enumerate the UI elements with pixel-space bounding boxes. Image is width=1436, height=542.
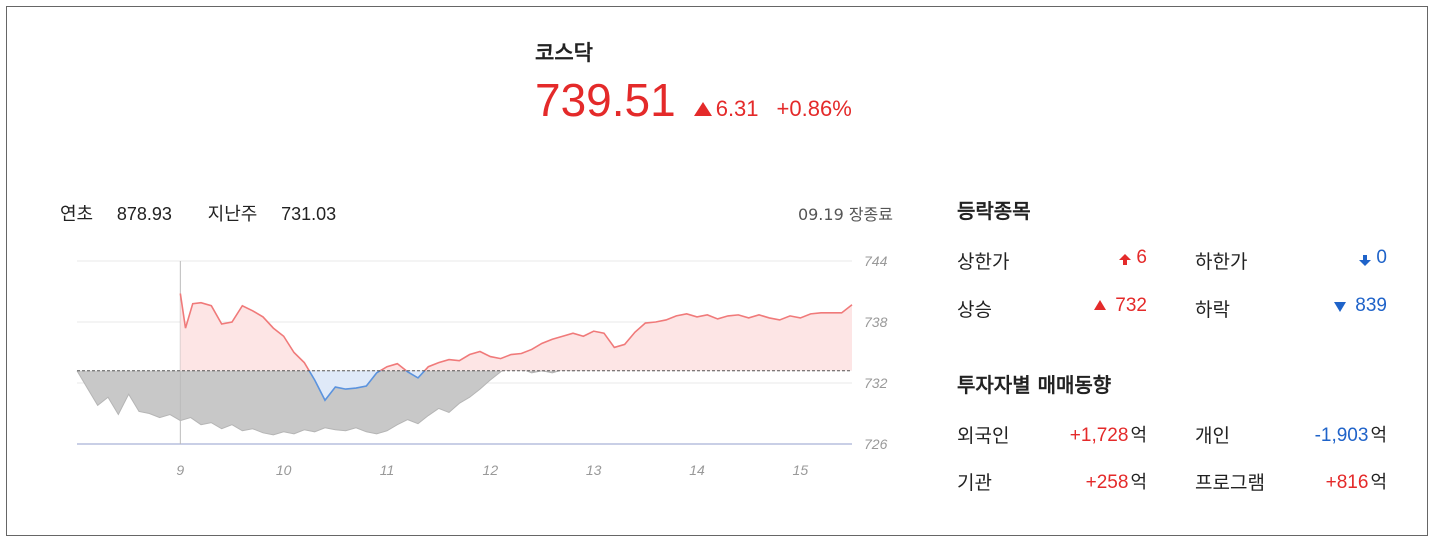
x-tick-label: 14 — [689, 462, 705, 478]
institution-value: +258 — [1085, 472, 1129, 493]
today-area-down — [309, 370, 425, 401]
foreign-label: 외국인 — [957, 425, 1010, 447]
lower-limit-value: 0 — [1376, 247, 1387, 268]
triangle-up-icon — [1094, 300, 1107, 310]
upper-limit-count[interactable]: 6 — [1119, 247, 1147, 269]
reference-values: 연초 878.93 지난주 731.03 — [60, 200, 336, 226]
market-breadth-panel: 등락종목 상한가 6 하한가 0 상승 732 하락 839 — [957, 195, 1387, 494]
program-amount: +816 억 — [1326, 468, 1387, 494]
updown-title: 등락종목 — [957, 199, 1031, 223]
x-tick-label: 11 — [380, 462, 395, 478]
triangle-down-icon — [1334, 302, 1347, 312]
today-area-up — [180, 293, 852, 371]
unit-label: 억 — [1130, 472, 1147, 493]
x-tick-label: 15 — [793, 462, 809, 478]
today-line-up — [179, 293, 853, 371]
x-tick-label: 10 — [276, 462, 292, 478]
market-status: 09.19 장종료 — [797, 205, 893, 224]
ytd-label: 연초 — [60, 204, 94, 225]
fall-count[interactable]: 839 — [1334, 295, 1387, 317]
institution-label: 기관 — [957, 472, 992, 494]
ytd-value: 878.93 — [116, 204, 172, 224]
arrow-up-icon — [1119, 254, 1132, 265]
foreign-value: +1,728 — [1069, 425, 1129, 446]
last-week-value: 731.03 — [281, 204, 337, 224]
intraday-chart[interactable]: 744 738 732 726 9 10 11 12 13 14 15 — [67, 245, 907, 489]
index-widget: 코스닥 739.51 6.31 +0.86% 연초 878.93 지난주 731… — [6, 6, 1428, 536]
foreign-amount: +1,728 억 — [1070, 421, 1147, 447]
y-tick-label: 732 — [864, 375, 888, 391]
previous-day-area — [77, 364, 594, 435]
price-row: 739.51 6.31 +0.86% — [535, 73, 852, 127]
unit-label: 억 — [1370, 472, 1387, 493]
individual-label: 개인 — [1195, 425, 1230, 447]
upper-limit-value: 6 — [1136, 247, 1147, 268]
investors-title: 투자자별 매매동향 — [957, 373, 1112, 397]
current-price: 739.51 — [535, 74, 676, 126]
rise-label: 상승 — [957, 299, 992, 321]
y-tick-label: 744 — [864, 253, 888, 269]
index-name[interactable]: 코스닥 — [535, 41, 593, 65]
x-tick-label: 13 — [586, 462, 602, 478]
intraday-chart-svg: 744 738 732 726 9 10 11 12 13 14 15 — [76, 253, 888, 478]
lower-limit-count[interactable]: 0 — [1359, 247, 1387, 269]
rise-count[interactable]: 732 — [1094, 295, 1147, 317]
x-tick-label: 12 — [483, 462, 499, 478]
individual-amount: -1,903 억 — [1315, 421, 1387, 447]
last-week-label: 지난주 — [207, 204, 258, 225]
price-change-value: 6.31 — [715, 96, 759, 121]
y-tick-label: 726 — [864, 436, 888, 452]
x-tick-label: 9 — [176, 462, 184, 478]
individual-value: -1,903 — [1314, 425, 1369, 446]
upper-limit-label: 상한가 — [957, 251, 1010, 273]
program-label: 프로그램 — [1195, 472, 1265, 494]
unit-label: 억 — [1130, 425, 1147, 446]
rise-value: 732 — [1115, 295, 1147, 316]
fall-value: 839 — [1355, 295, 1387, 316]
price-change-rate: +0.86% — [776, 96, 852, 121]
triangle-up-icon — [693, 102, 712, 116]
arrow-down-icon — [1359, 255, 1372, 266]
institution-amount: +258 억 — [1086, 468, 1147, 494]
program-value: +816 — [1325, 472, 1369, 493]
unit-label: 억 — [1370, 425, 1387, 446]
fall-label: 하락 — [1195, 299, 1230, 321]
index-header: 코스닥 — [535, 37, 593, 67]
price-change: 6.31 — [693, 96, 759, 122]
y-tick-label: 738 — [864, 314, 888, 330]
lower-limit-label: 하한가 — [1195, 251, 1248, 273]
